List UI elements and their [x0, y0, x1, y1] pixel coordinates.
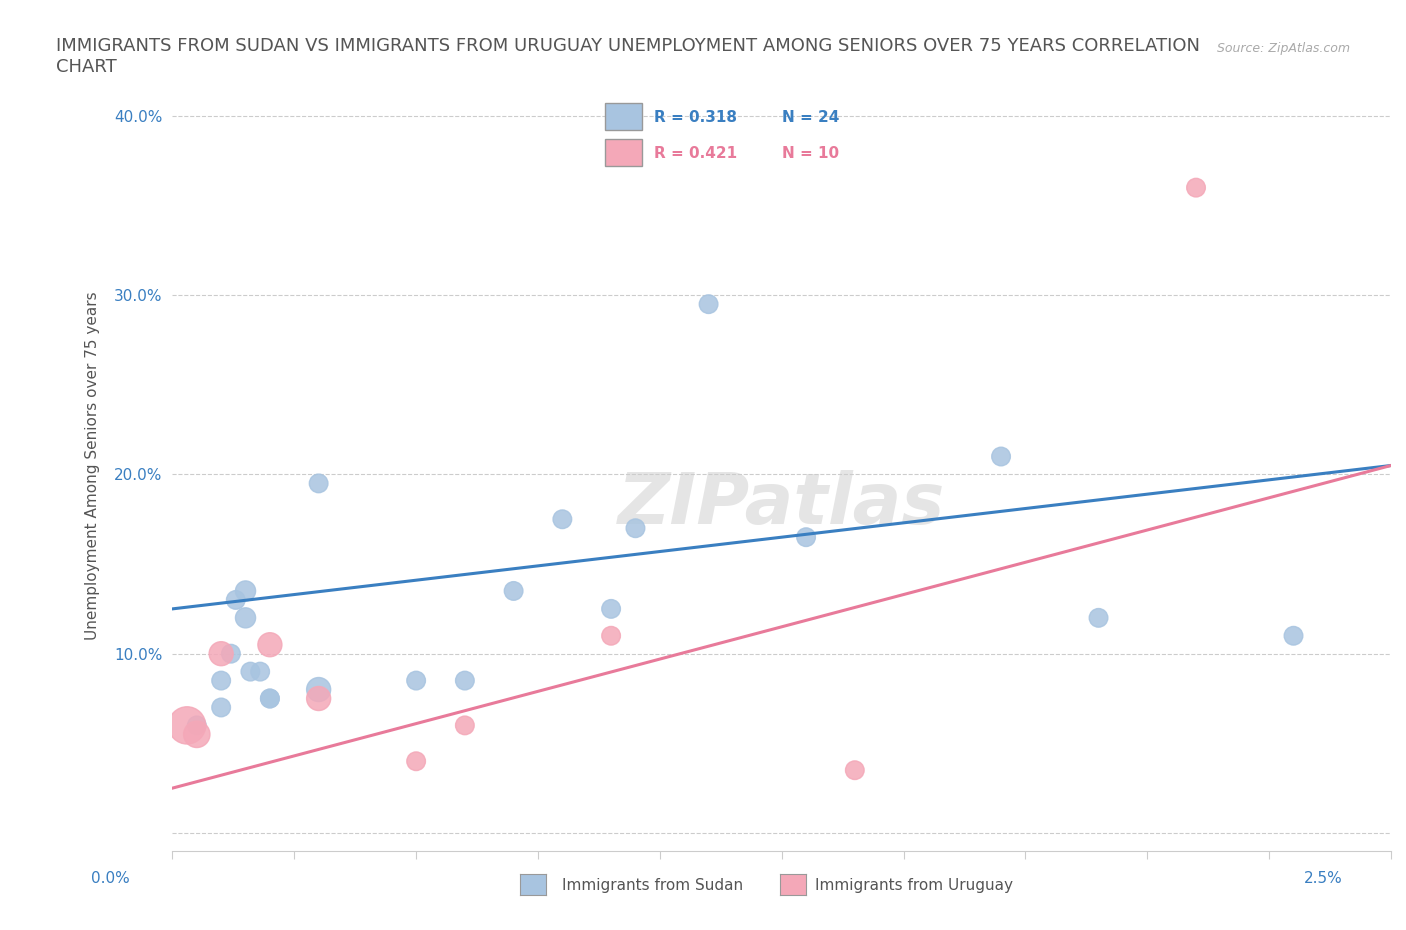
Text: IMMIGRANTS FROM SUDAN VS IMMIGRANTS FROM URUGUAY UNEMPLOYMENT AMONG SENIORS OVER: IMMIGRANTS FROM SUDAN VS IMMIGRANTS FROM… — [56, 37, 1201, 76]
Point — [249, 664, 271, 679]
Point — [209, 673, 232, 688]
Point — [794, 530, 817, 545]
Point — [209, 646, 232, 661]
Point — [990, 449, 1012, 464]
Point — [405, 673, 427, 688]
Point — [186, 727, 208, 742]
Point — [308, 476, 330, 491]
Text: 0.0%: 0.0% — [91, 871, 131, 886]
Point — [624, 521, 647, 536]
Text: 2.5%: 2.5% — [1303, 871, 1343, 886]
Point — [259, 691, 281, 706]
Point — [239, 664, 262, 679]
Point — [1087, 610, 1109, 625]
Point — [219, 646, 242, 661]
Point — [697, 297, 720, 312]
Point — [1185, 180, 1208, 195]
Point — [186, 718, 208, 733]
Point — [259, 637, 281, 652]
Point — [308, 691, 330, 706]
Point — [209, 700, 232, 715]
Point — [235, 610, 257, 625]
Point — [405, 754, 427, 769]
Point — [1282, 629, 1305, 644]
Point — [502, 583, 524, 598]
Text: Immigrants from Sudan: Immigrants from Sudan — [562, 878, 744, 893]
Point — [259, 691, 281, 706]
Text: ZIPatlas: ZIPatlas — [619, 470, 945, 538]
Point — [551, 512, 574, 526]
Point — [454, 673, 477, 688]
Text: Immigrants from Uruguay: Immigrants from Uruguay — [815, 878, 1014, 893]
Point — [454, 718, 477, 733]
Point — [308, 682, 330, 697]
Text: Source: ZipAtlas.com: Source: ZipAtlas.com — [1216, 42, 1350, 55]
Point — [600, 602, 623, 617]
Y-axis label: Unemployment Among Seniors over 75 years: Unemployment Among Seniors over 75 years — [86, 291, 100, 640]
Point — [176, 718, 198, 733]
Point — [235, 583, 257, 598]
Point — [600, 629, 623, 644]
Point — [225, 592, 247, 607]
Point — [844, 763, 866, 777]
